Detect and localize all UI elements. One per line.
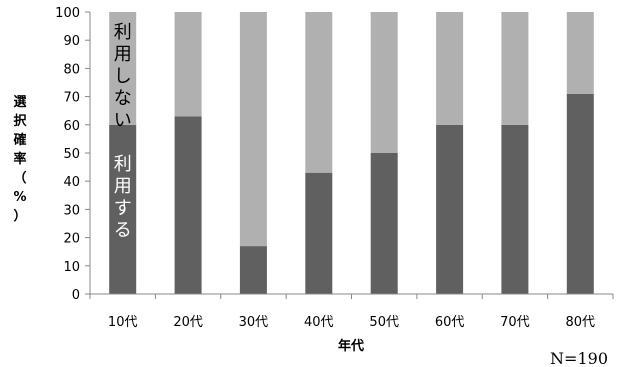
- x-tick-label: 30代: [239, 315, 269, 330]
- x-tick-label: 70代: [500, 315, 530, 330]
- y-tick-label: 60: [63, 119, 80, 134]
- bar-use-5: [370, 153, 398, 294]
- bar-use-1: [109, 124, 137, 294]
- y-tick-label: 40: [63, 175, 80, 190]
- bar-use-3: [239, 246, 267, 294]
- x-tick-label: 40代: [304, 315, 334, 330]
- x-tick-label: 60代: [435, 315, 465, 330]
- bar-not-use-5: [370, 12, 398, 153]
- bar-not-use-2: [174, 12, 202, 117]
- y-axis-title: 選択確率（%）: [13, 94, 27, 224]
- y-tick-label: 0: [72, 288, 80, 303]
- annotation-not-use-text: 利用しない: [114, 22, 132, 131]
- y-tick-label: 10: [63, 260, 80, 275]
- x-axis-title: 年代: [338, 338, 364, 354]
- x-tick-label: 10代: [108, 315, 138, 330]
- bar-not-use-6: [436, 12, 464, 125]
- bar-use-7: [501, 124, 529, 294]
- bar-use-2: [174, 116, 202, 294]
- y-tick-label: 30: [63, 203, 80, 218]
- bar-not-use-1: [109, 12, 137, 125]
- bar-use-4: [305, 172, 333, 294]
- bar-not-use-3: [239, 12, 267, 247]
- bar-not-use-8: [566, 12, 594, 94]
- sample-size-note: N=190: [550, 349, 608, 367]
- y-tick-label: 90: [63, 34, 80, 49]
- y-tick-label: 50: [63, 147, 80, 162]
- x-tick-label: 20代: [173, 315, 203, 330]
- x-ticks-layer: 10代 20代 30代 40代 50代 60代 70代 80代: [89, 294, 614, 330]
- annotation-use: 利用する: [114, 154, 132, 241]
- x-tick-label: 80代: [566, 315, 596, 330]
- annotation-use-text: 利用する: [114, 154, 132, 241]
- y-tick-label: 80: [63, 62, 80, 77]
- annotation-not-use: 利用しない: [114, 22, 132, 131]
- y-ticks-layer: 0 10 20 30 40 50 60 70 80 90 100: [55, 6, 90, 303]
- x-tick-label: 50代: [369, 315, 399, 330]
- y-tick-label: 100: [55, 6, 80, 21]
- bar-use-6: [436, 124, 464, 294]
- bar-use-8: [566, 93, 594, 294]
- bar-not-use-4: [305, 12, 333, 173]
- axes-layer: [89, 12, 613, 295]
- y-tick-label: 70: [63, 91, 80, 106]
- bars-layer: [109, 12, 594, 294]
- bar-not-use-7: [501, 12, 529, 125]
- y-tick-label: 20: [63, 232, 80, 247]
